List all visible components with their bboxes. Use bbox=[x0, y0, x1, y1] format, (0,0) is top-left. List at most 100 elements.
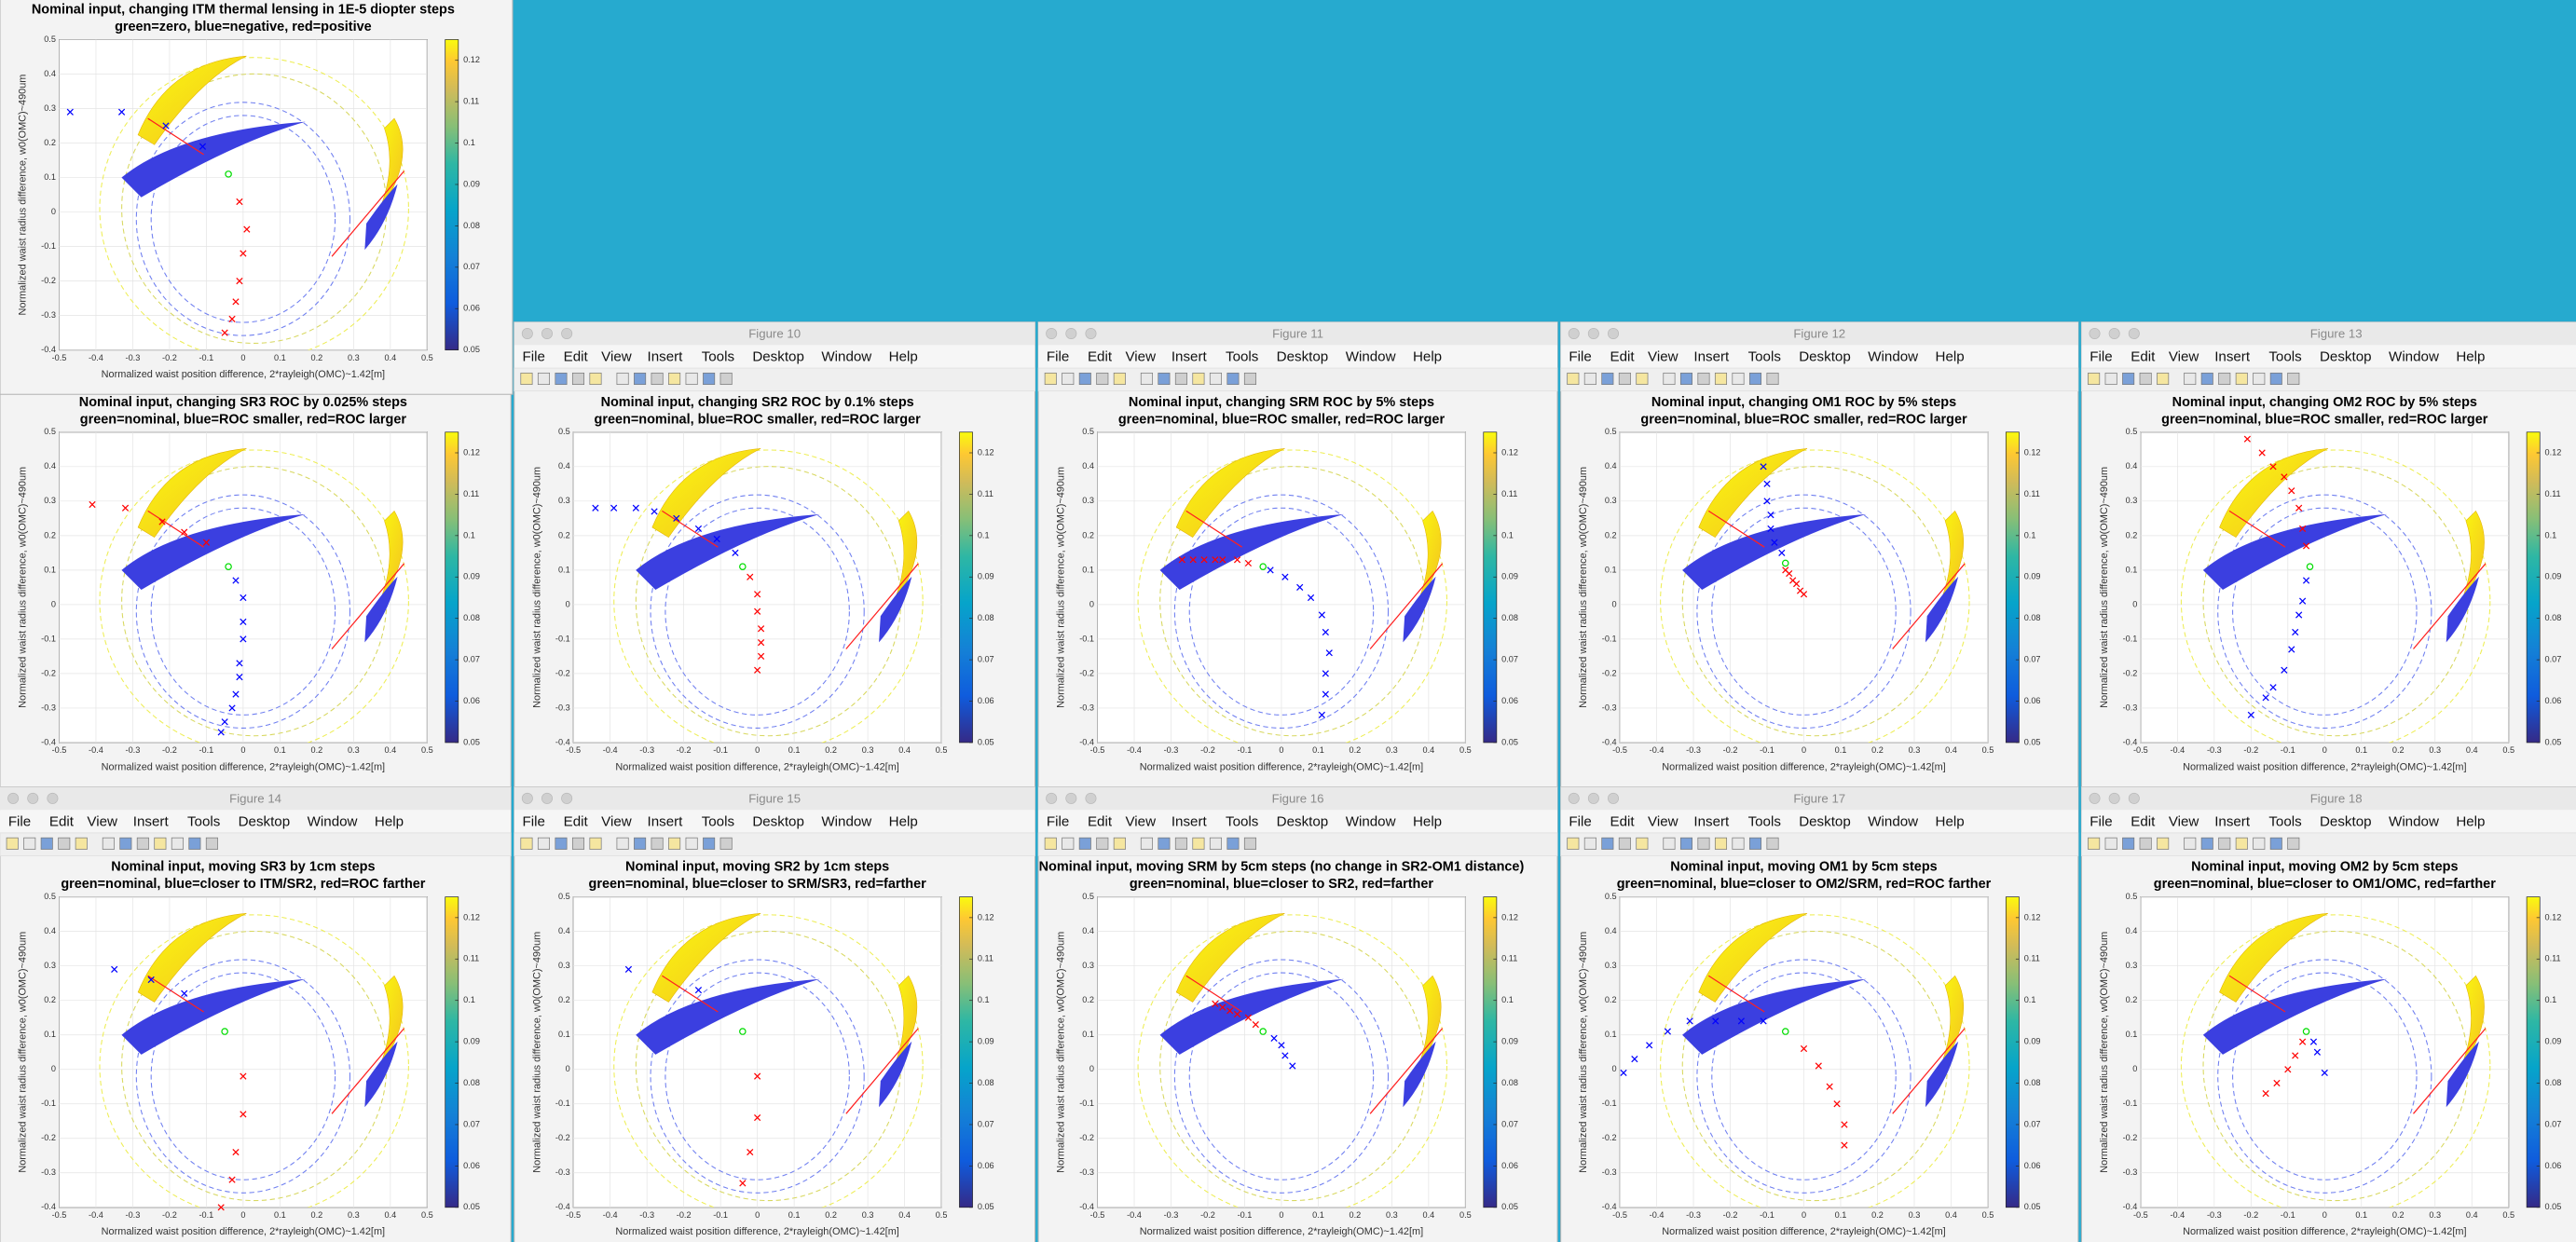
toolbar-button[interactable] bbox=[589, 372, 602, 386]
toolbar-button[interactable] bbox=[1636, 837, 1649, 850]
menu-item[interactable]: Insert bbox=[648, 813, 684, 829]
menu-item[interactable]: Insert bbox=[1693, 349, 1730, 365]
toolbar-button[interactable] bbox=[1714, 837, 1728, 850]
menu-item[interactable]: Help bbox=[2456, 813, 2485, 829]
toolbar-button[interactable] bbox=[119, 837, 132, 850]
menu-item[interactable]: Tools bbox=[1226, 813, 1259, 829]
window-button[interactable] bbox=[1065, 792, 1077, 804]
menu-item[interactable]: Window bbox=[1346, 349, 1396, 365]
toolbar-button[interactable] bbox=[1679, 837, 1692, 850]
window-button[interactable] bbox=[1608, 792, 1620, 804]
toolbar-button[interactable] bbox=[2218, 837, 2231, 850]
window-button[interactable] bbox=[47, 792, 59, 804]
toolbar-button[interactable] bbox=[2253, 372, 2266, 386]
toolbar-button[interactable] bbox=[2139, 837, 2152, 850]
window-button[interactable] bbox=[2128, 328, 2140, 340]
toolbar-button[interactable] bbox=[1113, 372, 1126, 386]
toolbar-button[interactable] bbox=[1679, 372, 1692, 386]
toolbar-button[interactable] bbox=[719, 372, 733, 386]
menu-item[interactable]: Edit bbox=[1610, 813, 1636, 829]
toolbar-button[interactable] bbox=[1158, 837, 1171, 850]
menu-item[interactable]: Edit bbox=[1088, 813, 1113, 829]
toolbar-button[interactable] bbox=[571, 372, 585, 386]
toolbar-button[interactable] bbox=[1226, 372, 1240, 386]
menu-item[interactable]: File bbox=[8, 813, 31, 829]
toolbar-button[interactable] bbox=[1209, 372, 1222, 386]
toolbar-button[interactable] bbox=[23, 837, 36, 850]
menu-item[interactable]: Help bbox=[1413, 813, 1442, 829]
window-button[interactable] bbox=[1587, 792, 1599, 804]
window-button[interactable] bbox=[521, 792, 533, 804]
toolbar-button[interactable] bbox=[1044, 372, 1057, 386]
toolbar-button[interactable] bbox=[1096, 372, 1109, 386]
toolbar-button[interactable] bbox=[1243, 372, 1256, 386]
toolbar-button[interactable] bbox=[2088, 372, 2101, 386]
toolbar-button[interactable] bbox=[571, 837, 585, 850]
toolbar-button[interactable] bbox=[537, 372, 550, 386]
toolbar-button[interactable] bbox=[2184, 837, 2197, 850]
menu-item[interactable]: Window bbox=[821, 349, 871, 365]
menu-item[interactable]: Help bbox=[889, 349, 918, 365]
toolbar-button[interactable] bbox=[1618, 837, 1631, 850]
menu-item[interactable]: View bbox=[2169, 349, 2199, 365]
menu-item[interactable]: File bbox=[1047, 813, 1069, 829]
menu-item[interactable]: Desktop bbox=[239, 813, 291, 829]
menu-item[interactable]: Insert bbox=[133, 813, 170, 829]
window-button[interactable] bbox=[561, 328, 573, 340]
toolbar-button[interactable] bbox=[205, 837, 218, 850]
menu-item[interactable]: Desktop bbox=[1277, 349, 1329, 365]
menu-item[interactable]: Window bbox=[1868, 813, 1918, 829]
toolbar-button[interactable] bbox=[1766, 372, 1779, 386]
window-button[interactable] bbox=[1568, 328, 1580, 340]
menu-item[interactable]: Window bbox=[2389, 349, 2439, 365]
toolbar-button[interactable] bbox=[1714, 372, 1728, 386]
menu-item[interactable]: Insert bbox=[1172, 813, 1208, 829]
toolbar-button[interactable] bbox=[719, 837, 733, 850]
menu-item[interactable]: Edit bbox=[2131, 349, 2156, 365]
menu-item[interactable]: Tools bbox=[1748, 813, 1782, 829]
toolbar-button[interactable] bbox=[2088, 837, 2101, 850]
toolbar-button[interactable] bbox=[1078, 837, 1091, 850]
menu-item[interactable]: Help bbox=[1936, 349, 1965, 365]
toolbar-button[interactable] bbox=[1140, 372, 1153, 386]
toolbar-button[interactable] bbox=[2122, 372, 2135, 386]
toolbar-button[interactable] bbox=[1766, 837, 1779, 850]
toolbar-button[interactable] bbox=[1732, 837, 1745, 850]
toolbar-button[interactable] bbox=[1618, 372, 1631, 386]
menu-item[interactable]: Desktop bbox=[1799, 349, 1851, 365]
toolbar-button[interactable] bbox=[1732, 372, 1745, 386]
toolbar-button[interactable] bbox=[2235, 837, 2248, 850]
toolbar-button[interactable] bbox=[1601, 372, 1614, 386]
toolbar-button[interactable] bbox=[537, 837, 550, 850]
menu-item[interactable]: View bbox=[2169, 813, 2199, 829]
menu-item[interactable]: Edit bbox=[1610, 349, 1636, 365]
toolbar-button[interactable] bbox=[2269, 837, 2282, 850]
toolbar-button[interactable] bbox=[136, 837, 149, 850]
toolbar-button[interactable] bbox=[1636, 372, 1649, 386]
toolbar-button[interactable] bbox=[1158, 372, 1171, 386]
toolbar-button[interactable] bbox=[616, 372, 629, 386]
toolbar-button[interactable] bbox=[1567, 372, 1580, 386]
menu-item[interactable]: Tools bbox=[1748, 349, 1782, 365]
window-button[interactable] bbox=[1085, 792, 1097, 804]
menu-item[interactable]: Tools bbox=[2268, 349, 2302, 365]
window-button[interactable] bbox=[541, 328, 553, 340]
toolbar-button[interactable] bbox=[1601, 837, 1614, 850]
toolbar-button[interactable] bbox=[75, 837, 88, 850]
window-button[interactable] bbox=[2108, 792, 2120, 804]
menu-item[interactable]: File bbox=[1047, 349, 1069, 365]
menu-item[interactable]: Edit bbox=[564, 813, 589, 829]
toolbar-button[interactable] bbox=[2253, 837, 2266, 850]
menu-item[interactable]: Insert bbox=[1693, 813, 1730, 829]
menu-item[interactable]: Window bbox=[1346, 813, 1396, 829]
menu-item[interactable]: File bbox=[523, 349, 545, 365]
menu-item[interactable]: File bbox=[2090, 813, 2112, 829]
toolbar-button[interactable] bbox=[1226, 837, 1240, 850]
window-button[interactable] bbox=[27, 792, 39, 804]
toolbar-button[interactable] bbox=[1748, 372, 1762, 386]
menu-item[interactable]: Insert bbox=[2214, 813, 2251, 829]
toolbar-button[interactable] bbox=[6, 837, 19, 850]
window-button[interactable] bbox=[561, 792, 573, 804]
toolbar-button[interactable] bbox=[651, 837, 664, 850]
window-button[interactable] bbox=[541, 792, 553, 804]
